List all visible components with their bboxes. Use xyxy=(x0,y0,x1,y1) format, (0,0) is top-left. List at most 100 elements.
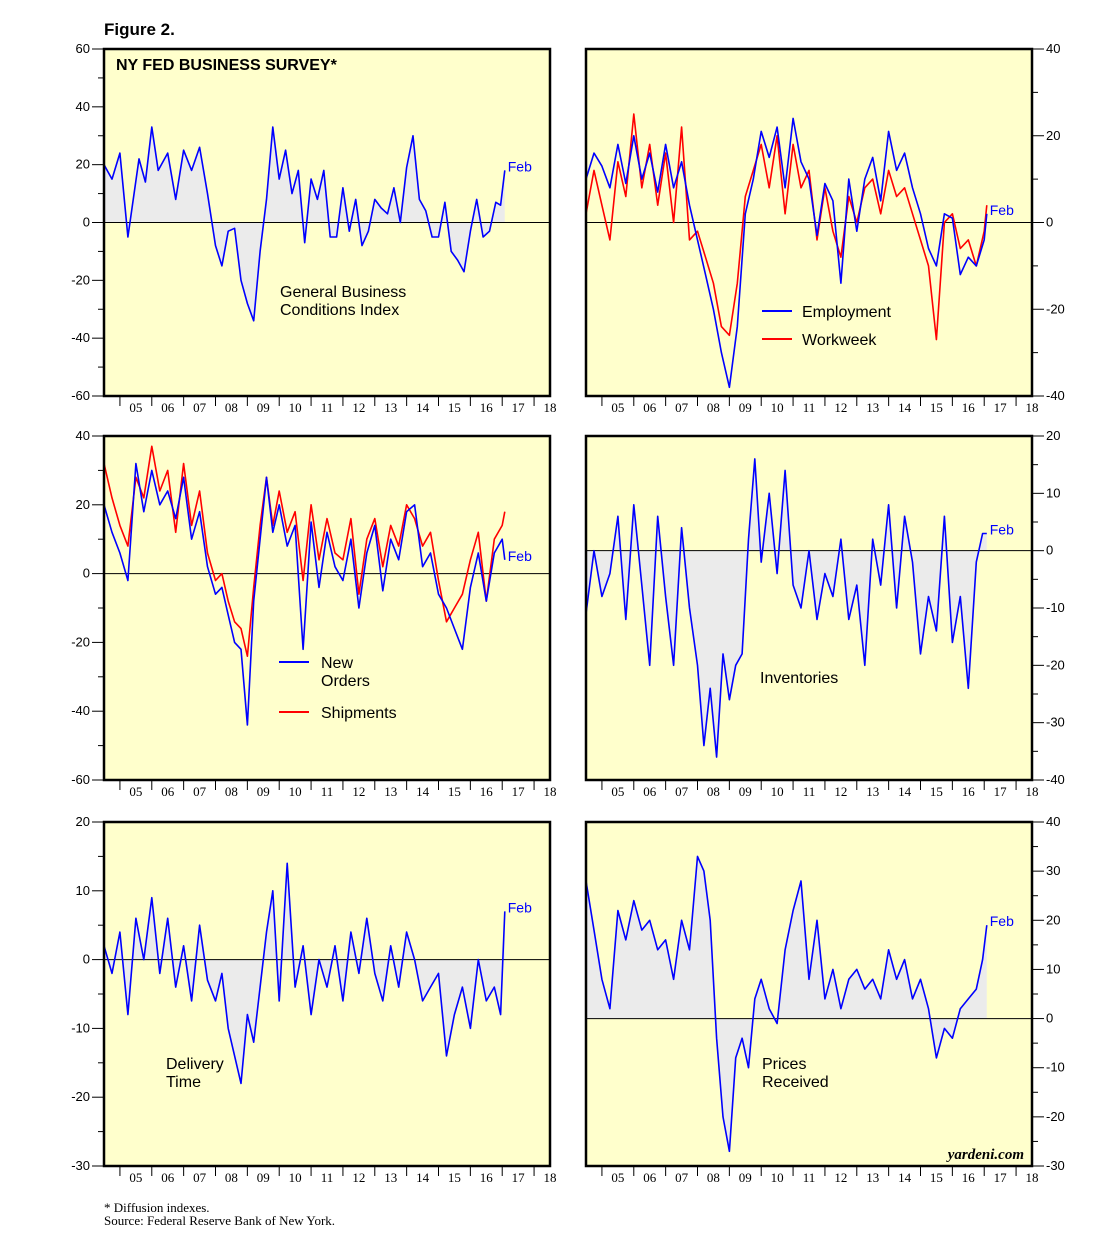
x-tick-label: 11 xyxy=(803,784,816,799)
y-tick-label: -20 xyxy=(71,1089,90,1104)
x-tick-label: 17 xyxy=(512,400,526,415)
y-tick-label: -20 xyxy=(1046,301,1065,316)
legend-label: Employment xyxy=(802,304,891,321)
y-tick-label: -30 xyxy=(71,1158,90,1173)
x-tick-label: 11 xyxy=(321,784,334,799)
x-tick-label: 16 xyxy=(962,400,976,415)
x-tick-label: 09 xyxy=(257,1170,270,1185)
x-tick-label: 09 xyxy=(739,400,752,415)
x-tick-label: 15 xyxy=(448,1170,461,1185)
y-tick-label: 20 xyxy=(1046,128,1060,143)
x-tick-label: 09 xyxy=(257,784,270,799)
y-tick-label: 40 xyxy=(1046,814,1060,829)
series-line-delivery-time xyxy=(103,862,506,1085)
x-tick-label: 12 xyxy=(834,1170,847,1185)
y-tick-label: 0 xyxy=(1046,215,1053,230)
x-tick-label: 06 xyxy=(161,1170,175,1185)
end-label-feb: Feb xyxy=(508,548,532,564)
x-tick-label: 08 xyxy=(225,1170,238,1185)
y-tick-label: -40 xyxy=(1046,772,1065,787)
x-tick-label: 15 xyxy=(930,400,943,415)
x-tick-label: 11 xyxy=(321,400,334,415)
series-label: Delivery xyxy=(166,1056,224,1073)
series-label: Prices xyxy=(762,1056,806,1073)
series-line-new-orders xyxy=(103,462,506,726)
x-tick-label: 16 xyxy=(480,400,494,415)
x-tick-label: 08 xyxy=(225,400,238,415)
y-tick-label: 0 xyxy=(83,952,90,967)
x-tick-label: 11 xyxy=(803,400,816,415)
x-tick-label: 05 xyxy=(611,400,624,415)
chart-title: NY FED BUSINESS SURVEY* xyxy=(116,57,338,74)
x-tick-label: 18 xyxy=(544,400,557,415)
y-tick-label: -10 xyxy=(71,1020,90,1035)
x-tick-label: 13 xyxy=(866,400,879,415)
x-tick-label: 07 xyxy=(675,784,689,799)
series-label: Received xyxy=(762,1074,829,1091)
x-tick-label: 06 xyxy=(161,784,175,799)
end-label-feb: Feb xyxy=(990,913,1014,929)
y-tick-label: 10 xyxy=(1046,961,1060,976)
x-tick-label: 05 xyxy=(129,1170,142,1185)
x-tick-label: 15 xyxy=(448,400,461,415)
x-tick-label: 10 xyxy=(771,400,784,415)
x-tick-label: 07 xyxy=(193,400,207,415)
y-tick-label: -60 xyxy=(71,388,90,403)
y-tick-label: 40 xyxy=(1046,41,1060,56)
x-tick-label: 13 xyxy=(384,784,397,799)
x-tick-label: 05 xyxy=(129,784,142,799)
watermark-text: yardeni.com xyxy=(946,1147,1024,1163)
y-tick-label: 20 xyxy=(1046,912,1060,927)
x-tick-label: 13 xyxy=(384,400,397,415)
end-label-feb: Feb xyxy=(990,521,1014,537)
x-tick-label: 10 xyxy=(289,784,302,799)
y-tick-label: 0 xyxy=(83,566,90,581)
footnote: * Diffusion indexes. xyxy=(104,1200,210,1215)
x-tick-label: 07 xyxy=(675,400,689,415)
x-tick-label: 11 xyxy=(321,1170,334,1185)
y-tick-label: 0 xyxy=(1046,1011,1053,1026)
y-tick-label: 30 xyxy=(1046,863,1060,878)
x-tick-label: 14 xyxy=(416,784,430,799)
x-tick-label: 16 xyxy=(962,1170,976,1185)
y-tick-label: -40 xyxy=(71,703,90,718)
x-tick-label: 07 xyxy=(193,784,207,799)
x-tick-label: 13 xyxy=(384,1170,397,1185)
x-tick-label: 10 xyxy=(289,1170,302,1185)
chart-panel-2: 40 20 0 -20 -40 05 06 07 08 09 10 11 12 13 14 15 16 17 18 F… xyxy=(584,41,1065,415)
x-tick-label: 17 xyxy=(512,1170,526,1185)
x-tick-label: 08 xyxy=(707,1170,720,1185)
x-tick-label: 15 xyxy=(930,1170,943,1185)
y-tick-label: -40 xyxy=(1046,388,1065,403)
x-tick-label: 06 xyxy=(643,784,657,799)
y-tick-label: -20 xyxy=(71,272,90,287)
x-tick-label: 16 xyxy=(480,1170,494,1185)
x-tick-label: 13 xyxy=(866,784,879,799)
x-tick-label: 06 xyxy=(643,400,657,415)
y-tick-label: 20 xyxy=(76,497,90,512)
x-tick-label: 12 xyxy=(834,784,847,799)
y-tick-label: -60 xyxy=(71,772,90,787)
y-tick-label: 0 xyxy=(83,215,90,230)
x-tick-label: 18 xyxy=(1026,1170,1039,1185)
x-tick-label: 09 xyxy=(739,1170,752,1185)
legend-label: Workweek xyxy=(802,332,877,349)
x-tick-label: 08 xyxy=(707,784,720,799)
chart-panel-5: 20 10 0 -10 -20 -30 05 06 07 08 09 10 11 12 13 14 15 16 17… xyxy=(71,814,556,1185)
x-tick-label: 09 xyxy=(739,784,752,799)
legend-label: Orders xyxy=(321,673,370,690)
x-tick-label: 12 xyxy=(352,400,365,415)
x-tick-label: 14 xyxy=(416,1170,430,1185)
y-tick-label: 60 xyxy=(76,41,90,56)
x-tick-label: 05 xyxy=(129,400,142,415)
end-label-feb: Feb xyxy=(508,158,532,174)
x-tick-label: 06 xyxy=(643,1170,657,1185)
series-label: Conditions Index xyxy=(280,302,399,319)
x-tick-label: 14 xyxy=(416,400,430,415)
x-tick-label: 17 xyxy=(512,784,526,799)
chart-panel-6: 40 30 20 10 0 -10 -20 -30 05 06 07 08 09 10 11 12 13 14 15… xyxy=(584,814,1065,1185)
x-tick-label: 09 xyxy=(257,400,270,415)
x-tick-label: 12 xyxy=(834,400,847,415)
series-line-prices-received xyxy=(585,855,988,1153)
